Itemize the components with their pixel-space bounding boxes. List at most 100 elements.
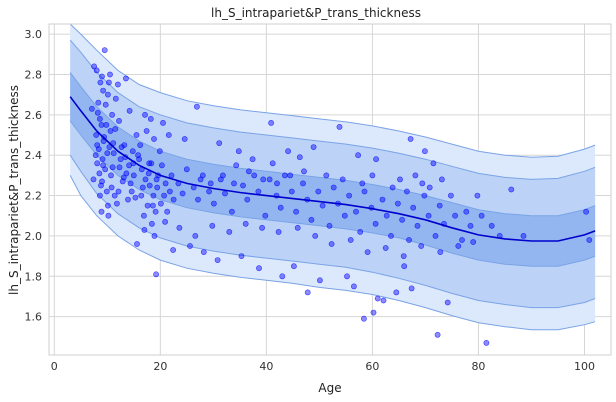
data-point	[452, 212, 458, 219]
x-tick-label: 60	[365, 360, 379, 373]
x-tick-label: 0	[51, 360, 58, 373]
data-point	[118, 144, 125, 150]
data-point	[281, 172, 288, 179]
data-point	[176, 224, 183, 231]
data-point	[116, 118, 122, 124]
data-point	[407, 136, 414, 142]
data-point	[312, 232, 319, 239]
x-tick-label: 20	[153, 360, 167, 373]
data-point	[266, 176, 273, 183]
y-tick-label: 2.6	[25, 109, 43, 122]
data-point	[165, 132, 172, 138]
data-point	[389, 184, 396, 191]
data-point	[301, 168, 307, 175]
data-point	[370, 309, 377, 316]
data-point	[156, 148, 163, 155]
data-point	[406, 237, 412, 243]
data-point	[260, 176, 267, 183]
data-point	[99, 73, 105, 80]
data-point	[99, 156, 106, 163]
data-point	[262, 212, 269, 219]
data-point	[319, 202, 326, 209]
data-point	[397, 176, 403, 183]
data-point	[210, 200, 217, 207]
data-point	[116, 164, 123, 171]
centile-line-p75	[69, 72, 596, 217]
data-point	[339, 176, 346, 183]
data-point	[181, 136, 188, 142]
data-point	[142, 176, 149, 183]
data-point	[251, 172, 258, 179]
data-point	[421, 148, 428, 155]
data-point	[95, 99, 102, 106]
y-tick-label: 3.0	[25, 28, 43, 41]
data-point	[394, 200, 401, 207]
centile-line-p95	[69, 39, 596, 180]
data-point	[103, 188, 110, 195]
data-point	[99, 178, 105, 185]
data-point	[426, 184, 433, 191]
data-point	[240, 182, 246, 189]
data-point	[92, 152, 99, 159]
data-point	[226, 228, 233, 235]
data-point	[209, 222, 216, 229]
data-point	[193, 103, 200, 110]
data-point	[162, 180, 169, 187]
chart-title: lh_S_intrapariet&P_trans_thickness	[211, 6, 421, 20]
data-point	[373, 156, 379, 163]
data-point	[421, 192, 428, 199]
data-point	[120, 174, 127, 181]
data-point	[360, 315, 367, 322]
data-point	[300, 180, 306, 187]
data-point	[166, 188, 173, 195]
y-tick-label: 1.6	[25, 311, 43, 324]
x-tick-label: 40	[259, 360, 273, 373]
data-point	[323, 172, 330, 179]
data-point	[197, 176, 204, 183]
data-point	[383, 212, 390, 219]
data-point	[520, 232, 527, 239]
data-point	[583, 208, 589, 215]
data-point	[328, 241, 335, 247]
data-point	[355, 152, 361, 159]
data-point	[444, 299, 451, 306]
data-point	[310, 144, 317, 150]
data-point	[89, 105, 95, 112]
data-point	[140, 212, 147, 219]
data-point	[296, 154, 303, 161]
data-point	[142, 111, 148, 118]
data-point	[326, 222, 333, 229]
data-point	[293, 208, 299, 215]
data-point	[141, 226, 148, 233]
data-point	[418, 243, 425, 249]
data-point	[245, 168, 252, 175]
data-point	[170, 196, 177, 203]
data-point	[195, 196, 201, 203]
median-line	[69, 96, 596, 242]
data-point	[137, 142, 144, 148]
data-point	[478, 212, 485, 219]
data-point	[231, 180, 237, 187]
data-point	[133, 132, 140, 138]
centile-line-p25	[69, 120, 596, 267]
data-point	[374, 295, 381, 302]
data-point	[290, 263, 297, 270]
data-point	[586, 237, 593, 243]
data-point	[269, 160, 276, 167]
data-point	[192, 232, 199, 239]
data-point	[94, 142, 101, 148]
data-point	[467, 222, 474, 229]
data-point	[430, 160, 437, 167]
y-tick-label: 2.8	[25, 68, 43, 81]
data-point	[364, 249, 371, 255]
data-point	[357, 228, 364, 235]
data-point	[388, 232, 394, 239]
data-point	[97, 116, 103, 122]
data-point	[403, 188, 410, 195]
data-point	[127, 180, 134, 187]
data-point	[425, 212, 432, 219]
data-point	[470, 239, 477, 245]
data-point	[139, 184, 146, 191]
data-point	[162, 218, 168, 225]
data-point	[168, 172, 175, 179]
